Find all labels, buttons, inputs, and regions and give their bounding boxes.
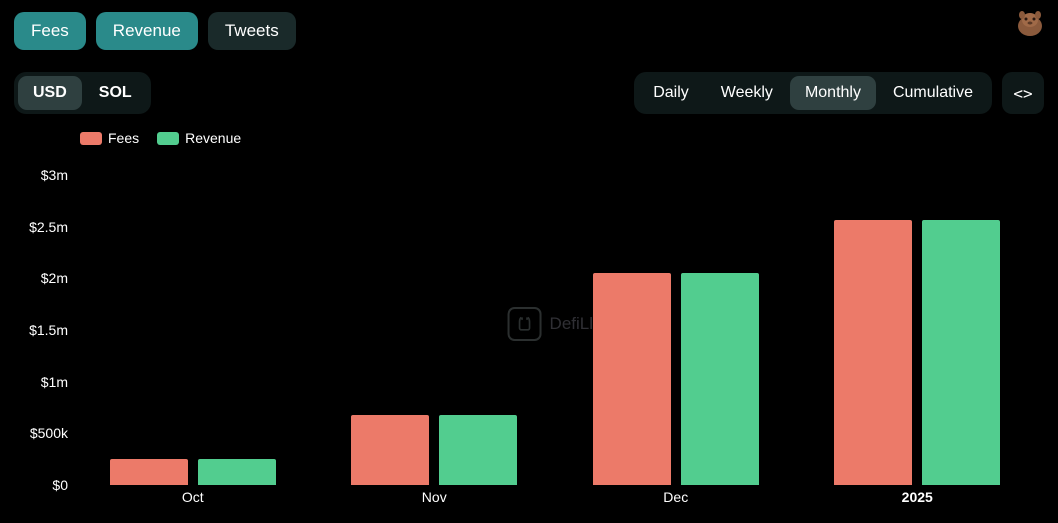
bar-fees[interactable] bbox=[110, 459, 188, 485]
tab-tweets[interactable]: Tweets bbox=[208, 12, 296, 50]
x-tick-label: Nov bbox=[314, 485, 556, 513]
x-tick-label: Oct bbox=[72, 485, 314, 513]
bar-revenue[interactable] bbox=[922, 220, 1000, 485]
bar-fees[interactable] bbox=[351, 415, 429, 485]
embed-button[interactable]: <> bbox=[1002, 72, 1044, 114]
x-tick-label: 2025 bbox=[797, 485, 1039, 513]
chart: $0$500k$1m$1.5m$2m$2.5m$3m DefiLla OctNo… bbox=[14, 175, 1044, 513]
legend-swatch-revenue bbox=[157, 132, 179, 145]
interval-monthly[interactable]: Monthly bbox=[790, 76, 876, 110]
tab-fees[interactable]: Fees bbox=[14, 12, 86, 50]
chart-legend: Fees Revenue bbox=[0, 120, 1058, 154]
bar-revenue[interactable] bbox=[439, 415, 517, 485]
legend-label-fees: Fees bbox=[108, 130, 139, 146]
plot-area: DefiLla bbox=[72, 175, 1038, 485]
currency-usd[interactable]: USD bbox=[18, 76, 82, 110]
mascot-icon bbox=[1012, 6, 1048, 42]
x-axis: OctNovDec2025 bbox=[72, 485, 1038, 513]
metric-tabs: Fees Revenue Tweets bbox=[0, 0, 1058, 62]
interval-weekly[interactable]: Weekly bbox=[706, 76, 788, 110]
y-tick-label: $2.5m bbox=[14, 219, 68, 235]
legend-label-revenue: Revenue bbox=[185, 130, 241, 146]
y-axis: $0$500k$1m$1.5m$2m$2.5m$3m bbox=[14, 175, 70, 485]
y-tick-label: $1.5m bbox=[14, 322, 68, 338]
x-tick-label: Dec bbox=[555, 485, 797, 513]
currency-sol[interactable]: SOL bbox=[84, 76, 147, 110]
y-tick-label: $2m bbox=[14, 270, 68, 286]
currency-toggle: USD SOL bbox=[14, 72, 151, 114]
interval-cumulative[interactable]: Cumulative bbox=[878, 76, 988, 110]
bar-group bbox=[314, 175, 556, 485]
interval-daily[interactable]: Daily bbox=[638, 76, 704, 110]
legend-item-fees[interactable]: Fees bbox=[80, 130, 139, 146]
y-tick-label: $0 bbox=[14, 477, 68, 493]
bar-fees[interactable] bbox=[834, 220, 912, 485]
y-tick-label: $1m bbox=[14, 374, 68, 390]
y-tick-label: $500k bbox=[14, 425, 68, 441]
bar-revenue[interactable] bbox=[198, 459, 276, 485]
bar-fees[interactable] bbox=[593, 273, 671, 485]
interval-toggle: Daily Weekly Monthly Cumulative bbox=[634, 72, 992, 114]
legend-item-revenue[interactable]: Revenue bbox=[157, 130, 241, 146]
bars-layer bbox=[72, 175, 1038, 485]
bar-group bbox=[555, 175, 797, 485]
legend-swatch-fees bbox=[80, 132, 102, 145]
y-tick-label: $3m bbox=[14, 167, 68, 183]
bar-revenue[interactable] bbox=[681, 273, 759, 485]
tab-revenue[interactable]: Revenue bbox=[96, 12, 198, 50]
bar-group bbox=[72, 175, 314, 485]
bar-group bbox=[797, 175, 1039, 485]
